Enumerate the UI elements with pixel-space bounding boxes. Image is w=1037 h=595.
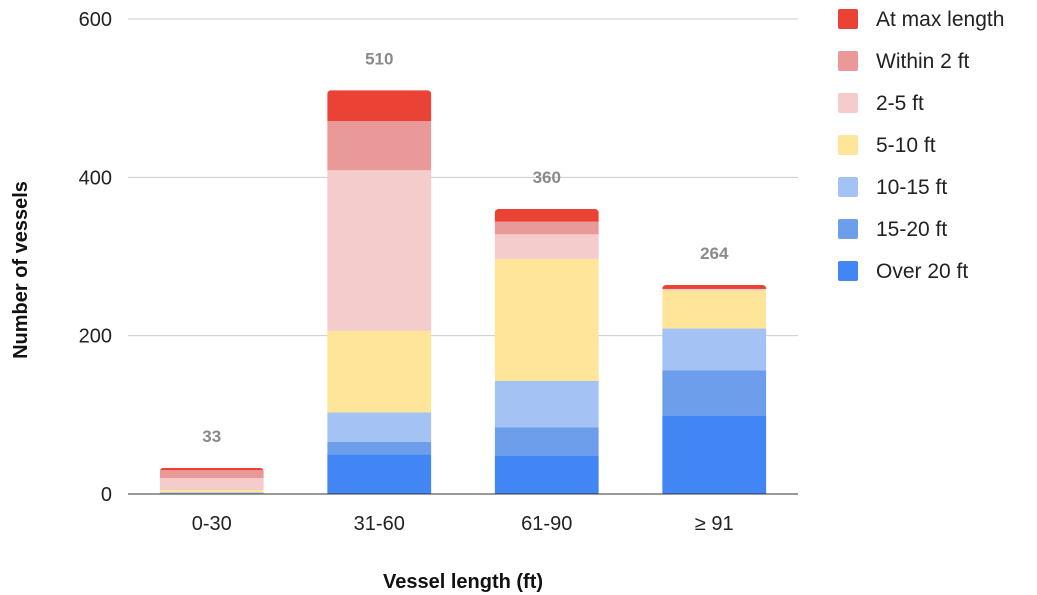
x-axis-title: Vessel length (ft) bbox=[383, 571, 543, 593]
bar-segment bbox=[159, 492, 264, 494]
bar-segment bbox=[494, 456, 599, 494]
y-axis-ticks: 0 200 400 600 bbox=[79, 9, 112, 506]
y-tick-label: 0 bbox=[101, 484, 112, 506]
bar-segment bbox=[662, 370, 767, 416]
bar-stack bbox=[327, 90, 432, 494]
legend-label: 5-10 ft bbox=[876, 134, 936, 157]
bar-segment bbox=[327, 454, 432, 494]
x-category-label: ≥ 91 bbox=[695, 513, 734, 535]
bar-segment bbox=[494, 258, 599, 381]
bar-segment bbox=[159, 470, 264, 479]
x-category-label: 61-90 bbox=[521, 513, 572, 535]
bar-segment bbox=[494, 209, 599, 222]
legend-label: Over 20 ft bbox=[876, 260, 968, 283]
bar-segment bbox=[494, 427, 599, 456]
bar-total-label: 510 bbox=[365, 49, 393, 68]
legend-label: Within 2 ft bbox=[876, 50, 970, 73]
bar-segment bbox=[662, 288, 767, 291]
x-category-label: 0-30 bbox=[192, 513, 232, 535]
bar-segment bbox=[327, 330, 432, 413]
bars bbox=[159, 90, 767, 494]
legend-label: 2-5 ft bbox=[876, 92, 924, 115]
bar-stack bbox=[494, 209, 599, 494]
legend: At max length Within 2 ft 2-5 ft 5-10 ft 10-… bbox=[838, 8, 1004, 283]
legend-swatch bbox=[838, 9, 858, 29]
bar-segment bbox=[662, 328, 767, 371]
legend-swatch bbox=[838, 93, 858, 113]
bar-total-label: 264 bbox=[700, 244, 729, 263]
bar-segment bbox=[327, 121, 432, 171]
y-tick-label: 200 bbox=[79, 326, 112, 348]
legend-swatch bbox=[838, 219, 858, 239]
legend-swatch bbox=[838, 261, 858, 281]
bar-segment bbox=[662, 290, 767, 329]
bar-segment bbox=[662, 285, 767, 289]
x-category-label: 31-60 bbox=[354, 513, 405, 535]
bar-segment bbox=[662, 415, 767, 494]
legend-label: 15-20 ft bbox=[876, 218, 947, 241]
bar-total-label: 33 bbox=[202, 427, 221, 446]
bar-segment bbox=[327, 412, 432, 442]
bar-segment bbox=[327, 90, 432, 122]
bar-segment bbox=[494, 234, 599, 259]
bar-total-label: 360 bbox=[533, 168, 561, 187]
legend-swatch bbox=[838, 135, 858, 155]
bar-segment bbox=[159, 490, 264, 493]
y-tick-label: 400 bbox=[79, 167, 112, 189]
x-axis-categories: 0-30 31-60 61-90 ≥ 91 bbox=[192, 513, 734, 535]
y-tick-label: 600 bbox=[79, 9, 112, 31]
bar-segment bbox=[327, 441, 432, 455]
bar-segment bbox=[159, 467, 264, 471]
bar-segment bbox=[327, 170, 432, 331]
bar-totals: 33 510 360 264 bbox=[202, 49, 729, 446]
bar-stack bbox=[662, 285, 767, 494]
legend-swatch bbox=[838, 51, 858, 71]
bar-stack bbox=[159, 467, 264, 494]
legend-label: 10-15 ft bbox=[876, 176, 947, 199]
legend-swatch bbox=[838, 177, 858, 197]
legend-label: At max length bbox=[876, 8, 1004, 31]
y-axis-title: Number of vessels bbox=[10, 181, 32, 359]
bar-segment bbox=[494, 380, 599, 428]
bar-segment bbox=[494, 221, 599, 235]
bar-segment bbox=[159, 478, 264, 491]
